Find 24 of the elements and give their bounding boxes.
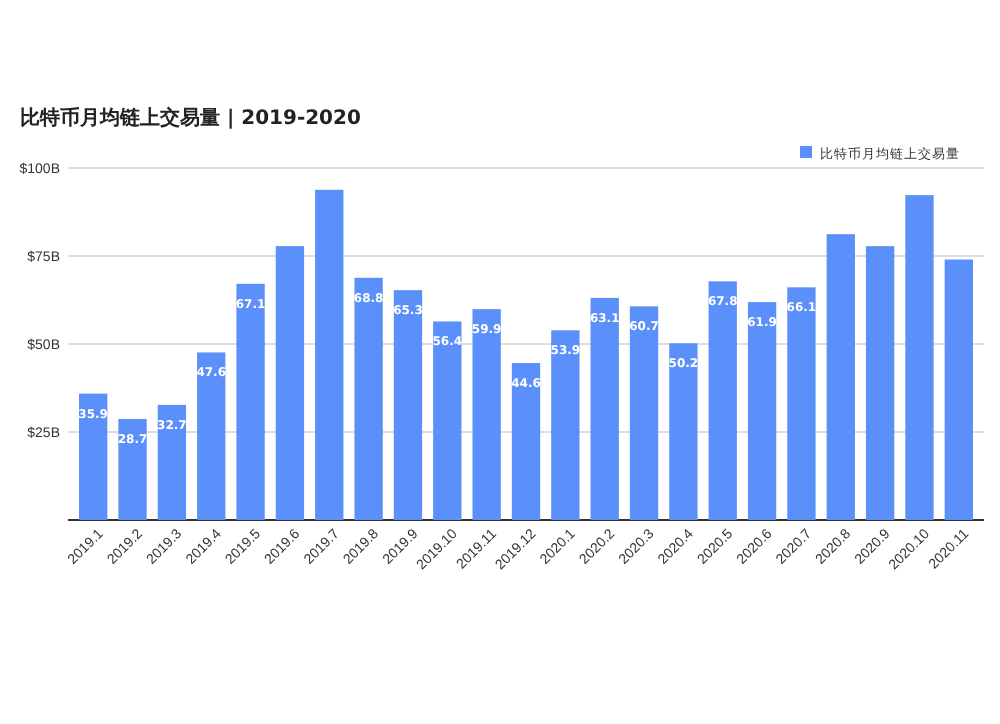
bar <box>865 246 895 520</box>
bar <box>629 306 659 520</box>
bar <box>590 297 619 520</box>
bar <box>944 259 973 520</box>
bar <box>236 283 265 520</box>
bar <box>472 309 501 520</box>
bar <box>118 418 147 520</box>
bar <box>511 363 541 520</box>
bar <box>747 302 777 520</box>
bar <box>433 321 462 520</box>
bar <box>157 404 187 520</box>
bar <box>393 290 423 520</box>
bar <box>669 343 698 520</box>
bar <box>79 393 108 520</box>
bar <box>708 281 737 520</box>
bar <box>315 189 344 520</box>
chart-title: 比特币月均链上交易量 | 2019-2020 <box>20 106 361 130</box>
bar <box>354 277 383 520</box>
bar <box>551 330 580 520</box>
bar <box>826 234 855 520</box>
bar <box>197 352 226 520</box>
bar <box>275 246 305 520</box>
bar <box>787 287 816 520</box>
bar <box>905 195 934 520</box>
